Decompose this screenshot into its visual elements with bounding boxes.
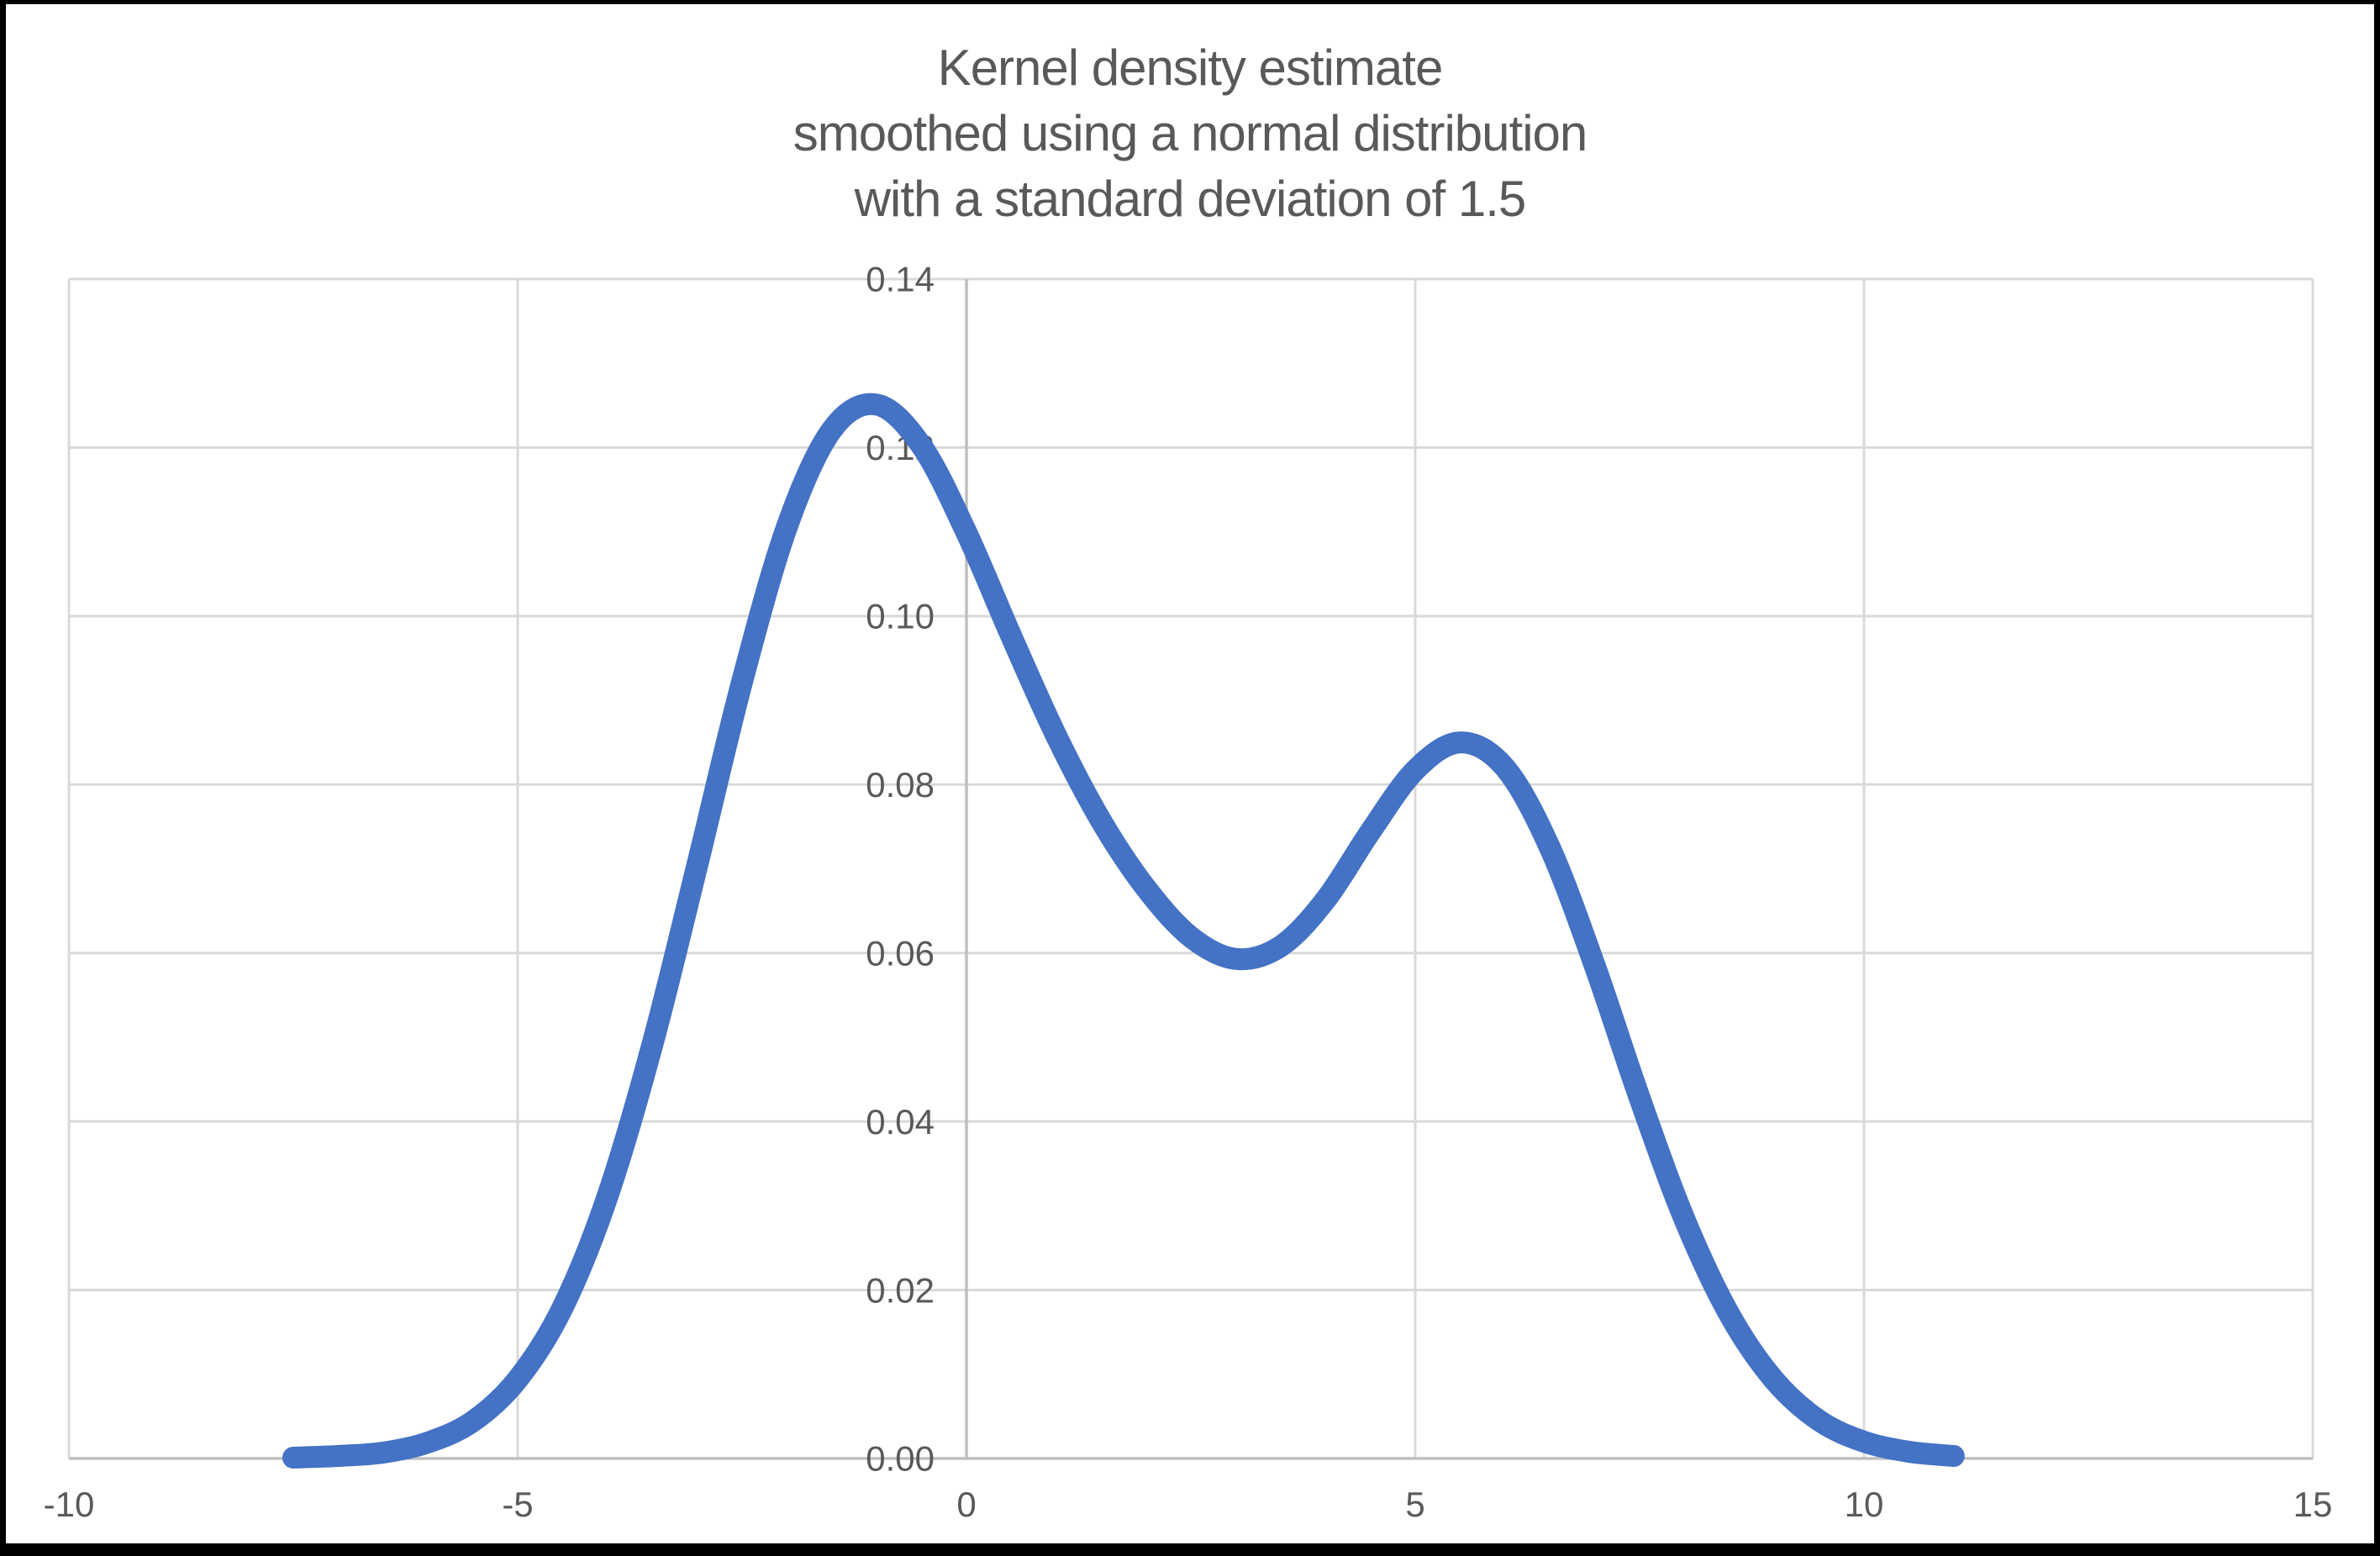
frame-border-bottom (0, 1543, 2380, 1556)
x-tick-label: 10 (1845, 1485, 1884, 1524)
chart-title: Kernel density estimate smoothed using a… (0, 35, 2380, 232)
frame-border-top (0, 0, 2380, 4)
y-tick-label: 0.04 (866, 1102, 935, 1142)
frame-border-right (2374, 0, 2380, 1556)
y-tick-label: 0.06 (866, 933, 935, 973)
kde-curve (282, 393, 1965, 1469)
chart-title-line: smoothed using a normal distribution (792, 105, 1588, 161)
y-tick-label: 0.08 (866, 765, 935, 804)
x-tick-label: -5 (502, 1485, 533, 1524)
chart-title-line: Kernel density estimate (937, 40, 1444, 96)
x-tick-label: 15 (2293, 1485, 2333, 1524)
x-tick-label: -10 (44, 1485, 95, 1524)
y-tick-label: 0.00 (866, 1439, 935, 1479)
x-tick-label: 5 (1405, 1485, 1424, 1524)
y-tick-label: 0.02 (866, 1270, 935, 1310)
x-tick-label: 0 (956, 1485, 976, 1524)
frame-border-left (0, 0, 6, 1556)
y-tick-label: 0.10 (866, 597, 935, 636)
chart-title-line: with a standard deviation of 1.5 (854, 171, 1527, 227)
y-tick-label: 0.14 (866, 260, 935, 299)
